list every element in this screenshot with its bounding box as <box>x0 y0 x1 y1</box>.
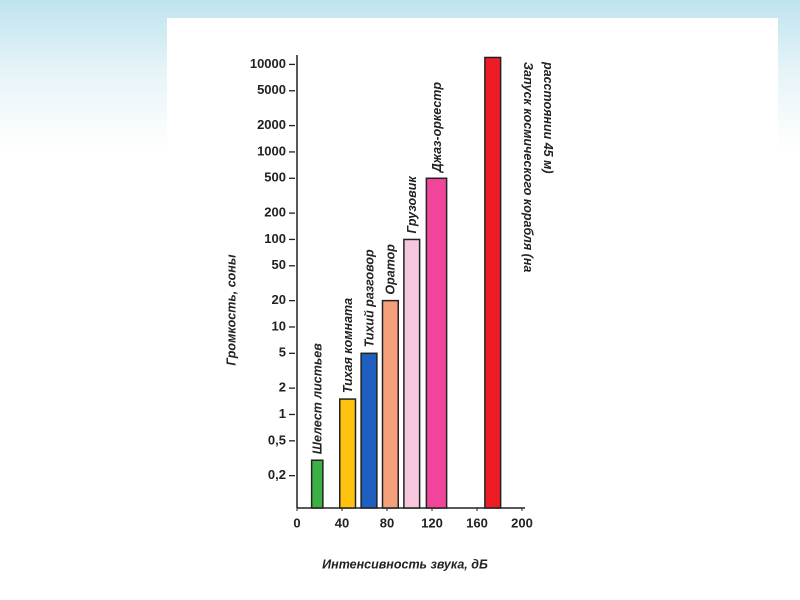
slide-panel <box>167 18 778 600</box>
bar-label: Джаз-оркестр <box>430 82 444 174</box>
bar-label: Оратор <box>384 244 398 295</box>
bar <box>381 299 399 509</box>
bar-label: Шелест листьев <box>311 343 325 454</box>
bar <box>403 238 421 509</box>
x-tick-label: 160 <box>466 515 488 530</box>
bar <box>484 56 502 509</box>
bar <box>425 177 448 509</box>
y-tick-label: 0,5 <box>268 432 286 447</box>
y-tick-label: 500 <box>264 170 286 185</box>
bar <box>339 398 357 509</box>
bar <box>360 352 378 509</box>
y-tick-label: 1 <box>279 406 286 421</box>
x-tick-label: 40 <box>335 515 349 530</box>
x-tick-label: 0 <box>293 515 300 530</box>
y-tick-label: 100 <box>264 231 286 246</box>
y-tick-label: 5 <box>279 345 286 360</box>
y-tick-label: 200 <box>264 205 286 220</box>
y-tick-label: 1000 <box>257 143 286 158</box>
y-tick-label: 0,2 <box>268 467 286 482</box>
bar-label: Грузовик <box>405 176 419 234</box>
bar-label: Тихая комната <box>341 298 355 393</box>
x-tick-label: 120 <box>421 515 443 530</box>
bar-label: Запуск космического корабля (на расстоян… <box>521 62 555 273</box>
y-tick-label: 20 <box>272 292 286 307</box>
x-axis-title: Интенсивность звука, дБ <box>322 557 488 571</box>
y-tick-label: 2 <box>279 380 286 395</box>
y-tick-label: 10000 <box>250 56 286 71</box>
y-tick-label: 10 <box>272 318 286 333</box>
y-axis-title: Громкость, соны <box>224 254 238 365</box>
y-tick-label: 50 <box>272 257 286 272</box>
bar <box>310 459 324 509</box>
y-tick-label: 5000 <box>257 82 286 97</box>
x-tick-label: 200 <box>511 515 533 530</box>
bar-label: Тихий разговор <box>362 249 376 347</box>
x-tick-label: 80 <box>380 515 394 530</box>
y-tick-label: 2000 <box>257 117 286 132</box>
